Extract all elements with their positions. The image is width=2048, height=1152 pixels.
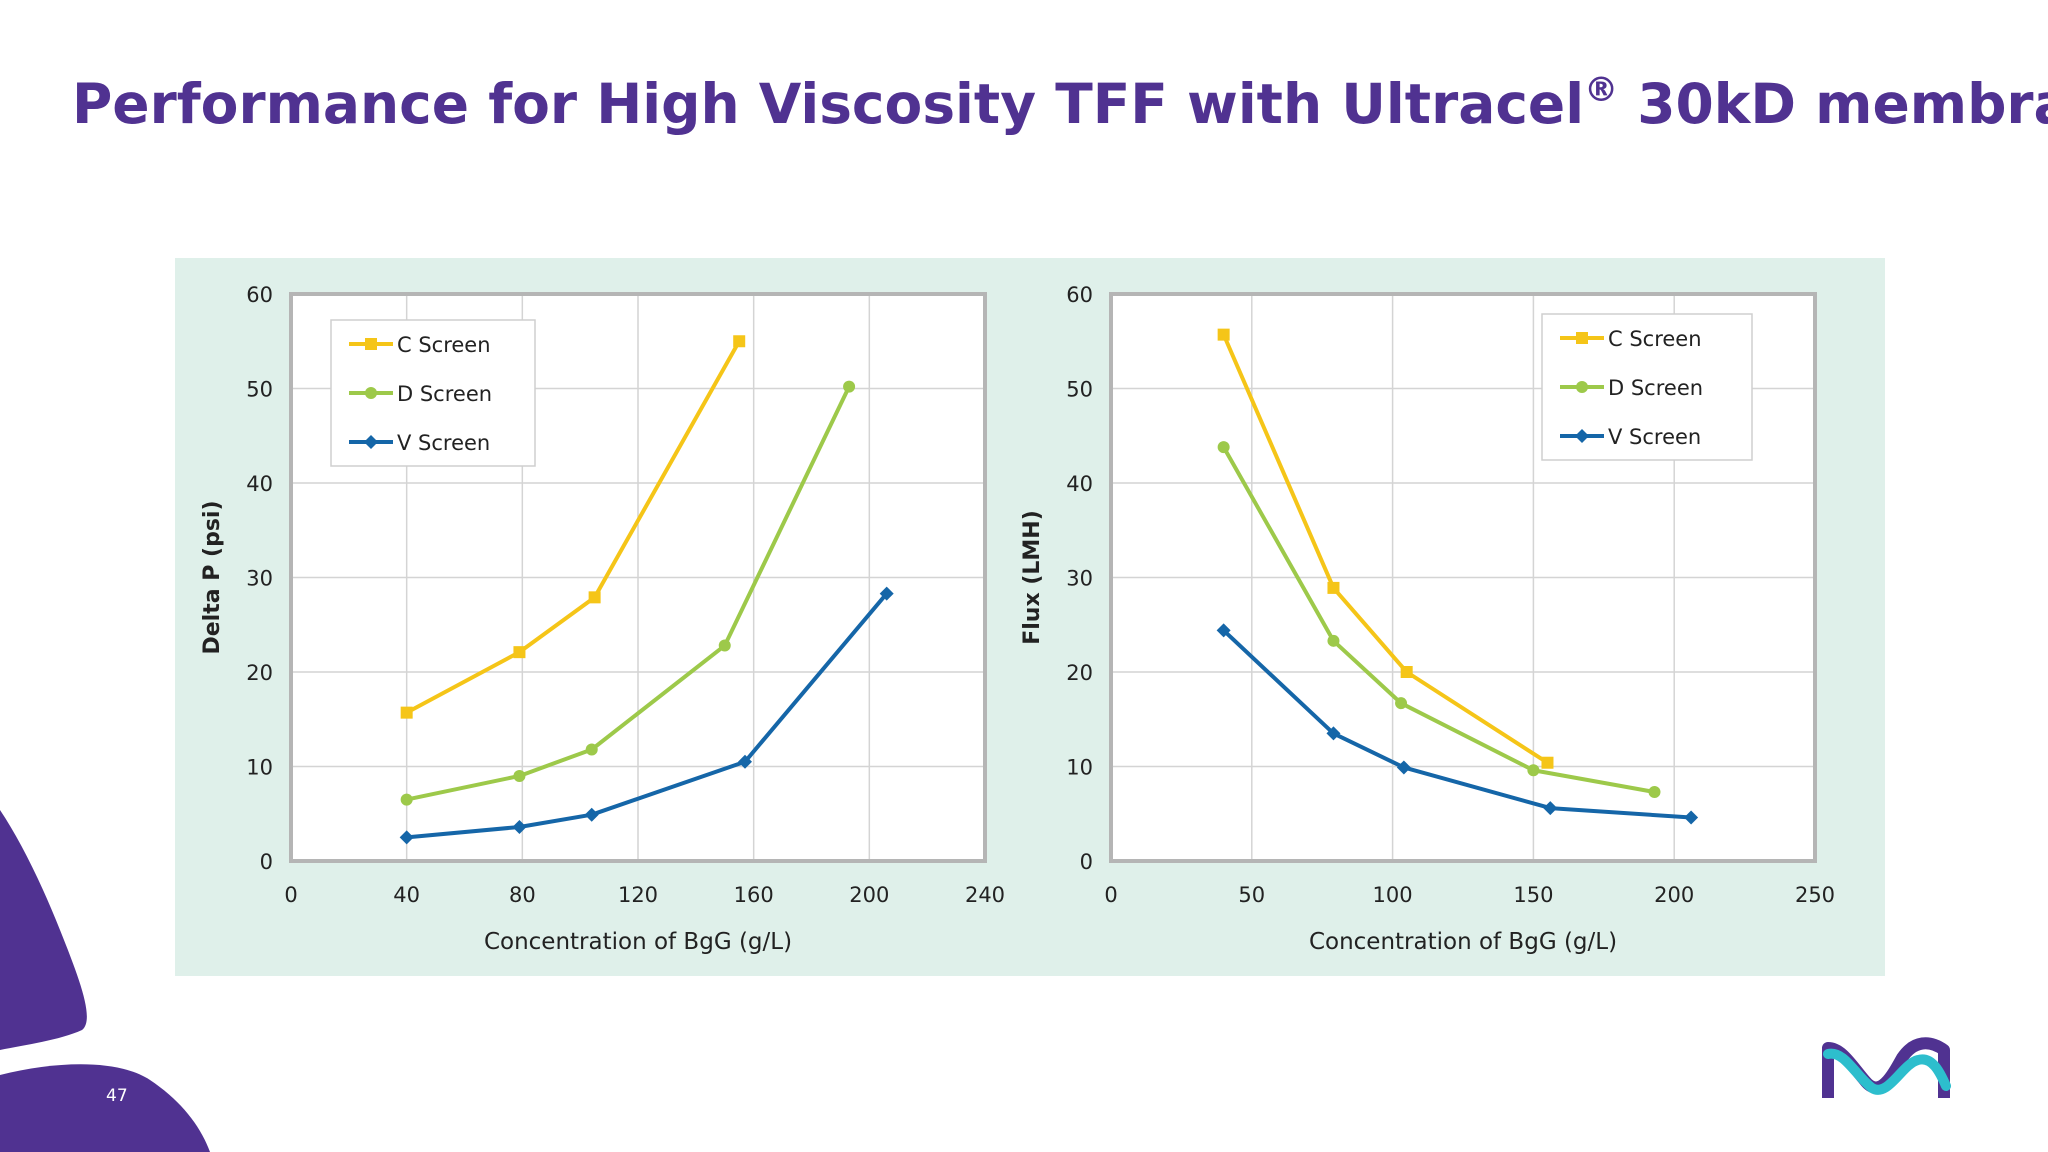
data-point bbox=[588, 591, 601, 604]
data-point bbox=[737, 754, 752, 769]
data-point bbox=[718, 639, 731, 652]
chart-1-x-tick-label: 160 bbox=[734, 883, 774, 907]
slide-title-text: Performance for High Viscosity TFF with … bbox=[72, 72, 1585, 136]
legend-swatch-marker bbox=[365, 338, 377, 350]
data-point bbox=[400, 706, 413, 719]
chart-1-y-tick-label: 40 bbox=[246, 472, 273, 496]
chart-1-series-c-screen bbox=[400, 335, 746, 719]
data-point bbox=[585, 743, 598, 756]
chart-2-legend: C Screen D Screen V Screen bbox=[1541, 313, 1753, 461]
legend-swatch-marker bbox=[365, 387, 377, 399]
data-point bbox=[1326, 726, 1341, 741]
chart-1-legend: C Screen D Screen V Screen bbox=[330, 319, 536, 467]
chart-1-x-tick-label: 0 bbox=[284, 883, 297, 907]
chart-panel: 0 40 80 120 160 200 240 0 10 20 30 40 50 60 Concentrat… bbox=[175, 258, 1885, 976]
series-line bbox=[1221, 333, 1549, 765]
chart-2: 0 50 100 150 200 250 0 10 20 30 40 50 60 Concentratio… bbox=[1020, 283, 1835, 955]
data-point bbox=[879, 586, 894, 601]
legend-entry-label: V Screen bbox=[397, 431, 490, 455]
chart-2-x-tick-label: 0 bbox=[1104, 883, 1117, 907]
data-point bbox=[1396, 760, 1411, 775]
chart-2-y-axis-label: Flux (LMH) bbox=[1020, 510, 1045, 645]
data-point bbox=[1216, 623, 1231, 638]
data-point bbox=[1400, 666, 1413, 678]
decor-blob-lower bbox=[0, 1064, 210, 1152]
chart-2-x-tick-label: 150 bbox=[1513, 883, 1553, 907]
data-point bbox=[1684, 810, 1699, 825]
chart-1: 0 40 80 120 160 200 240 0 10 20 30 40 50 60 Concentrat… bbox=[200, 283, 1005, 955]
data-point bbox=[1527, 764, 1540, 777]
slide-title: Performance for High Viscosity TFF with … bbox=[72, 70, 2048, 136]
data-point bbox=[513, 769, 526, 782]
decorative-purple-shapes bbox=[0, 810, 210, 1152]
chart-2-series-d-screen bbox=[1217, 441, 1661, 799]
chart-1-x-axis-label: Concentration of BgG (g/L) bbox=[484, 929, 792, 955]
legend-swatch-marker bbox=[1576, 332, 1588, 344]
legend-entry-label: D Screen bbox=[1608, 376, 1703, 400]
chart-2-y-tick-label: 0 bbox=[1080, 850, 1093, 874]
chart-1-y-tick-label: 20 bbox=[246, 661, 273, 685]
data-point bbox=[733, 335, 746, 348]
chart-1-y-tick-label: 60 bbox=[246, 283, 273, 307]
data-point bbox=[400, 793, 413, 806]
data-point bbox=[1327, 581, 1340, 594]
chart-1-y-tick-label: 10 bbox=[246, 756, 273, 780]
chart-1-y-tick-label: 50 bbox=[246, 378, 273, 402]
chart-2-x-tick-label: 50 bbox=[1238, 883, 1265, 907]
data-point bbox=[843, 380, 856, 393]
chart-1-x-tick-label: 120 bbox=[618, 883, 658, 907]
data-point bbox=[1327, 634, 1340, 647]
legend-swatch-marker bbox=[364, 435, 378, 449]
chart-1-y-tick-label: 30 bbox=[246, 567, 273, 591]
legend-swatch-marker bbox=[1576, 381, 1588, 393]
chart-2-y-tick-label: 30 bbox=[1066, 567, 1093, 591]
legend-entry-label: V Screen bbox=[1608, 425, 1701, 449]
brand-logo-icon bbox=[1822, 1037, 1951, 1098]
chart-2-y-tick-label: 50 bbox=[1066, 378, 1093, 402]
chart-1-y-tick-label: 0 bbox=[260, 850, 273, 874]
chart-2-y-tick-label: 40 bbox=[1066, 472, 1093, 496]
chart-1-x-tick-label: 200 bbox=[849, 883, 889, 907]
chart-1-y-axis-label: Delta P (psi) bbox=[200, 500, 225, 654]
chart-2-series-c-screen bbox=[1217, 328, 1554, 769]
chart-2-y-tick-label: 10 bbox=[1066, 756, 1093, 780]
chart-1-x-tick-label: 40 bbox=[393, 883, 420, 907]
legend-entry-label: C Screen bbox=[397, 333, 491, 357]
chart-2-frame bbox=[1109, 292, 1817, 863]
chart-1-x-tick-label: 80 bbox=[509, 883, 536, 907]
legend-swatch-marker bbox=[1575, 429, 1589, 443]
chart-1-series-d-screen bbox=[400, 380, 856, 806]
chart-2-series-v-screen bbox=[1216, 623, 1699, 825]
chart-2-x-tick-label: 100 bbox=[1373, 883, 1413, 907]
legend-entry-label: C Screen bbox=[1608, 327, 1702, 351]
data-point bbox=[584, 807, 599, 822]
legend-entry-label: D Screen bbox=[397, 382, 492, 406]
registered-mark: ® bbox=[1584, 70, 1619, 110]
data-point bbox=[513, 646, 526, 659]
chart-2-x-tick-label: 250 bbox=[1795, 883, 1835, 907]
data-point bbox=[1541, 756, 1554, 769]
data-point bbox=[512, 819, 527, 834]
data-point bbox=[1648, 786, 1661, 799]
chart-1-series-v-screen bbox=[399, 586, 894, 845]
chart-2-y-tick-label: 20 bbox=[1066, 661, 1093, 685]
data-point bbox=[399, 830, 414, 845]
chart-2-y-tick-label: 60 bbox=[1066, 283, 1093, 307]
data-point bbox=[1395, 697, 1408, 710]
decor-blob-upper bbox=[0, 810, 87, 1050]
chart-1-frame bbox=[289, 292, 987, 863]
data-point bbox=[1543, 801, 1558, 816]
slide-title-tail: 30kD membrane bbox=[1637, 72, 2048, 136]
chart-2-x-axis-label: Concentration of BgG (g/L) bbox=[1309, 929, 1617, 955]
page-number: 47 bbox=[106, 1086, 128, 1106]
chart-1-x-tick-label: 240 bbox=[965, 883, 1005, 907]
data-point bbox=[1217, 441, 1230, 454]
chart-2-x-tick-label: 200 bbox=[1654, 883, 1694, 907]
data-point bbox=[1217, 328, 1230, 341]
series-line bbox=[405, 340, 741, 715]
charts-svg: 0 40 80 120 160 200 2400102030405060Concentrat… bbox=[200, 283, 1835, 955]
